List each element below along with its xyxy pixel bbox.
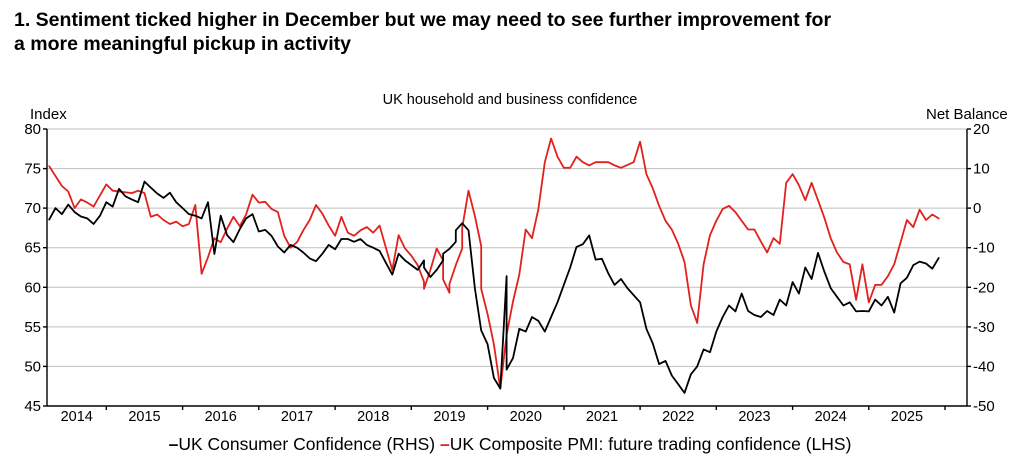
svg-text:45: 45 (24, 398, 41, 415)
svg-text:2021: 2021 (586, 409, 618, 425)
svg-text:60: 60 (24, 279, 41, 296)
svg-text:0: 0 (973, 200, 981, 217)
svg-text:80: 80 (24, 121, 41, 138)
svg-text:20: 20 (973, 121, 990, 138)
svg-text:2023: 2023 (738, 409, 770, 425)
svg-text:-10: -10 (973, 240, 995, 257)
svg-text:-30: -30 (973, 319, 995, 336)
svg-text:65: 65 (24, 240, 41, 257)
svg-text:2018: 2018 (357, 409, 389, 425)
svg-text:10: 10 (973, 161, 990, 178)
svg-text:70: 70 (24, 200, 41, 217)
svg-text:2015: 2015 (128, 409, 160, 425)
svg-text:2017: 2017 (281, 409, 313, 425)
svg-text:-40: -40 (973, 358, 995, 375)
svg-text:50: 50 (24, 358, 41, 375)
svg-text:2025: 2025 (891, 409, 923, 425)
svg-text:2019: 2019 (433, 409, 465, 425)
svg-text:2024: 2024 (815, 409, 847, 425)
svg-text:-50: -50 (973, 398, 995, 415)
svg-text:2014: 2014 (61, 409, 93, 425)
svg-text:-20: -20 (973, 279, 995, 296)
svg-text:2020: 2020 (510, 409, 542, 425)
svg-text:55: 55 (24, 319, 41, 336)
svg-text:2022: 2022 (662, 409, 694, 425)
svg-text:2016: 2016 (205, 409, 237, 425)
svg-text:75: 75 (24, 161, 41, 178)
